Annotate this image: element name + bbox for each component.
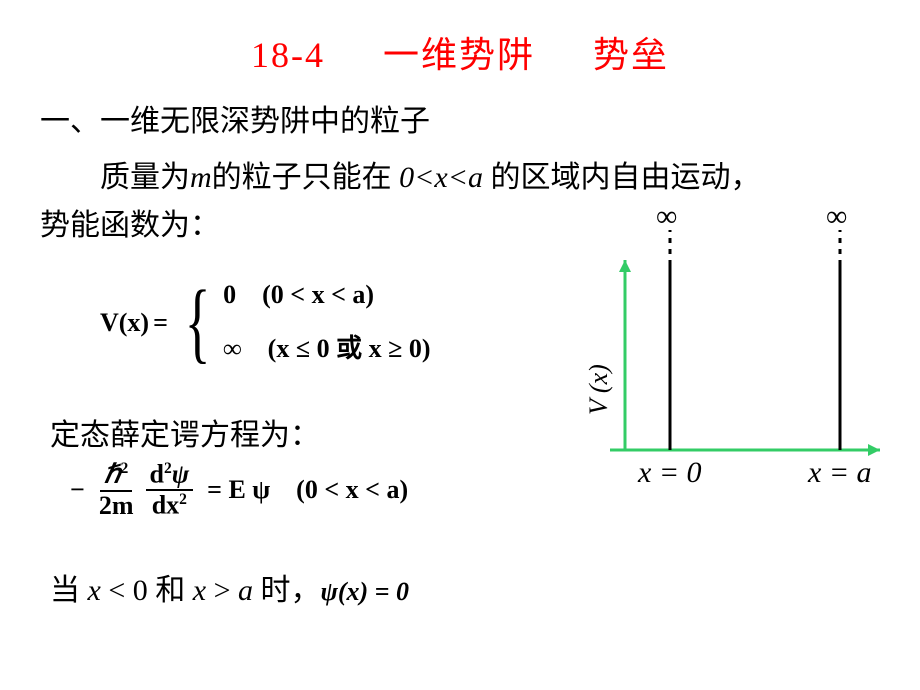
schrodinger-equation: − ℏ2 2m d2ψ dx2 = E ψ (0 < x < a) bbox=[70, 460, 408, 521]
schrod-rhs: = E ψ (0 < x < a) bbox=[207, 475, 408, 505]
potential-well-diagram: ∞ ∞ V (x) x = 0 x = a bbox=[590, 220, 890, 500]
piecewise-row1: 0 (0 < x < a) bbox=[223, 280, 430, 310]
piecewise-eq: = bbox=[153, 308, 168, 338]
frac-hbar-2m: ℏ2 2m bbox=[95, 460, 138, 520]
body-1a: 质量为 bbox=[100, 161, 190, 194]
piecewise-cases: 0 (0 < x < a) ∞ (x ≤ 0 或 x ≥ 0) bbox=[223, 280, 430, 365]
dd: d bbox=[150, 460, 164, 489]
frac-den-dx2: dx2 bbox=[148, 491, 191, 520]
section-heading: 一、一维无限深势阱中的粒子 bbox=[40, 96, 920, 140]
body-1b: 的粒子只能在 bbox=[212, 161, 392, 194]
bs-b: 时， bbox=[253, 574, 321, 607]
bs-a: 当 bbox=[50, 574, 88, 607]
bs-gt: > bbox=[206, 574, 238, 607]
frac-num-d2psi: d2ψ bbox=[146, 460, 194, 491]
bs-x1: x bbox=[88, 574, 101, 607]
v-axis-label: V (x) bbox=[584, 364, 614, 415]
schrodinger-heading: 定态薛定谔方程为： bbox=[50, 410, 320, 454]
sup-2a: 2 bbox=[121, 460, 129, 477]
sup-2c: 2 bbox=[179, 491, 187, 508]
piecewise-row2: ∞ (x ≤ 0 或 x ≥ 0) bbox=[223, 328, 430, 365]
dx: dx bbox=[152, 491, 179, 520]
bs-x2: x bbox=[193, 574, 206, 607]
sup-2b: 2 bbox=[164, 460, 172, 477]
body-1c: 的区域内自由运动， bbox=[490, 161, 760, 194]
frac-num-hbar2: ℏ2 bbox=[100, 460, 132, 491]
x-axis-arrow-icon bbox=[868, 444, 880, 456]
inf-label-right: ∞ bbox=[826, 200, 847, 234]
psi1: ψ bbox=[172, 460, 189, 489]
bs-lt: < 0 和 bbox=[101, 574, 193, 607]
inf-label-left: ∞ bbox=[656, 200, 677, 234]
boundary-statement: 当 x < 0 和 x > a 时，ψ(x) = 0 bbox=[50, 565, 409, 609]
left-brace-icon: { bbox=[185, 283, 211, 363]
page-title: 18-4 一维势阱 势垒 bbox=[0, 0, 920, 78]
frac-d2psi-dx2: d2ψ dx2 bbox=[146, 460, 194, 521]
title-part1: 一维势阱 bbox=[383, 35, 535, 75]
x-zero-label: x = 0 bbox=[638, 456, 702, 490]
title-part2: 势垒 bbox=[593, 35, 669, 75]
body-range: 0<x<a bbox=[392, 161, 491, 194]
piecewise-equation: V(x) = { 0 (0 < x < a) ∞ (x ≤ 0 或 x ≥ 0) bbox=[100, 280, 431, 365]
minus-sign: − bbox=[70, 475, 85, 505]
body-m: m bbox=[190, 161, 212, 194]
bs-psi0: ψ(x) = 0 bbox=[321, 577, 410, 606]
hbar: ℏ bbox=[104, 460, 120, 489]
title-number: 18-4 bbox=[251, 35, 325, 75]
bs-aa: a bbox=[238, 574, 253, 607]
x-a-label: x = a bbox=[808, 456, 872, 490]
frac-den-2m: 2m bbox=[95, 492, 138, 521]
y-axis-arrow-icon bbox=[619, 260, 631, 272]
piecewise-lhs: V(x) bbox=[100, 308, 149, 338]
